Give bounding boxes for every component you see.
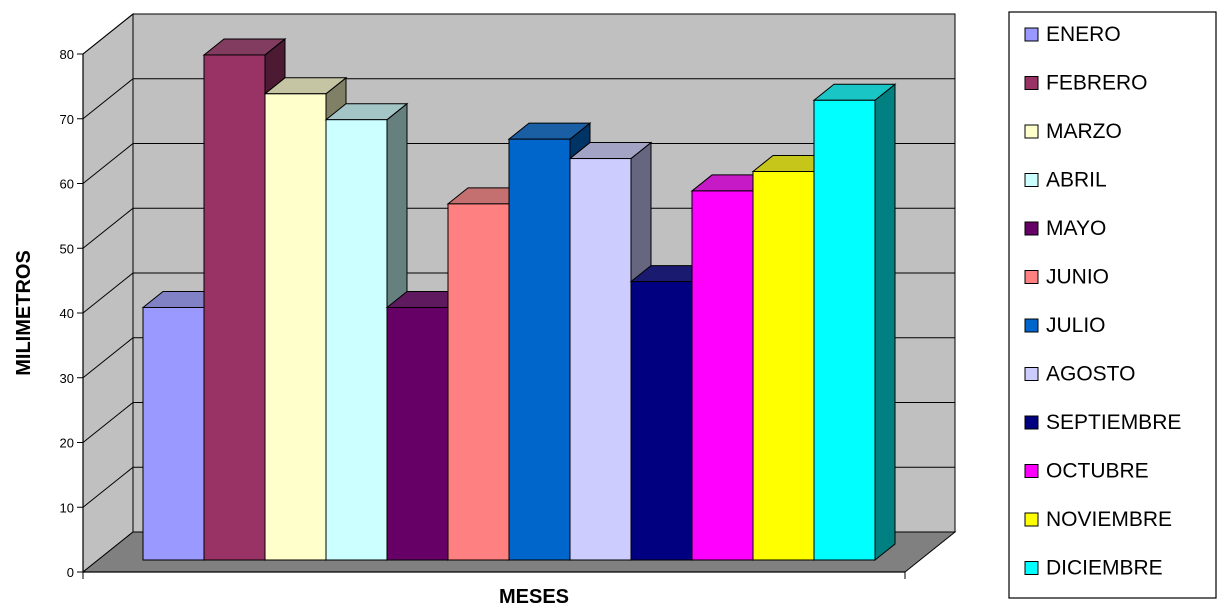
legend-swatch <box>1024 561 1039 575</box>
bar-front <box>142 306 205 561</box>
y-tick-label: 20 <box>60 436 74 451</box>
bar-front <box>264 93 327 561</box>
y-tick-label: 30 <box>60 371 74 386</box>
legend-item: ABRIL <box>1024 169 1107 192</box>
bar-front <box>813 99 876 561</box>
bar-front <box>203 54 266 561</box>
bar-front <box>569 158 632 561</box>
bar-front <box>447 203 510 561</box>
legend-item: DICIEMBRE <box>1024 557 1163 580</box>
gridline-side <box>82 207 134 249</box>
legend-swatch <box>1024 173 1039 187</box>
bar-front <box>325 119 388 561</box>
legend-swatch <box>1024 464 1039 478</box>
bar-front <box>630 281 693 561</box>
y-tick-label: 60 <box>60 177 74 192</box>
bar-front <box>386 306 449 561</box>
y-tick-label: 80 <box>60 47 74 62</box>
bar-front <box>508 138 571 561</box>
legend-items: ENERO FEBRERO MARZO ABRIL MAYO JUNIO JULIO AGOS… <box>1024 23 1181 580</box>
legend-label: MAYO <box>1046 217 1106 240</box>
legend-swatch <box>1024 221 1039 236</box>
bar-diciembre <box>812 83 897 562</box>
legend-item: MARZO <box>1024 120 1122 143</box>
legend-swatch <box>1024 367 1039 381</box>
y-tick-label: 40 <box>60 306 74 321</box>
bar-side <box>874 83 896 562</box>
legend-label: MARZO <box>1046 120 1122 143</box>
gridline-side <box>82 13 134 55</box>
gridline-side <box>82 466 134 508</box>
bars <box>141 37 897 562</box>
legend-item: MAYO <box>1024 217 1106 240</box>
legend-label: AGOSTO <box>1046 363 1135 386</box>
legend-label: DICIEMBRE <box>1046 557 1163 580</box>
gridline-side <box>82 337 134 379</box>
legend-swatch <box>1024 124 1039 139</box>
legend-label: SEPTIEMBRE <box>1046 411 1181 434</box>
legend: ENERO FEBRERO MARZO ABRIL MAYO JUNIO JULIO AGOS… <box>1008 11 1217 599</box>
legend-label: NOVIEMBRE <box>1046 508 1172 531</box>
bar-front <box>752 171 815 561</box>
legend-frame <box>1008 11 1217 599</box>
legend-label: FEBRERO <box>1046 72 1148 95</box>
y-tick-label: 50 <box>60 241 74 256</box>
legend-item: NOVIEMBRE <box>1024 508 1172 531</box>
y-tick-label: 0 <box>67 565 74 580</box>
legend-swatch <box>1024 270 1039 284</box>
legend-item: FEBRERO <box>1024 72 1148 95</box>
y-axis-title: MILIMETROS <box>13 250 35 376</box>
y-tick-label: 70 <box>60 112 74 127</box>
bar-front <box>691 190 754 561</box>
legend-swatch <box>1024 76 1039 90</box>
legend-swatch <box>1024 318 1039 333</box>
axes <box>77 53 906 579</box>
gridline-side <box>82 143 134 184</box>
legend-swatch <box>1024 27 1039 42</box>
legend-item: AGOSTO <box>1024 363 1135 386</box>
y-tick-labels: 0 10 20 30 40 50 60 70 80 <box>60 47 74 580</box>
legend-item: SEPTIEMBRE <box>1024 411 1181 434</box>
legend-item: JUNIO <box>1024 266 1109 289</box>
gridline-side <box>82 272 134 314</box>
legend-label: JUNIO <box>1046 266 1109 289</box>
legend-label: ABRIL <box>1046 169 1107 192</box>
legend-label: ENERO <box>1046 23 1121 46</box>
legend-item: OCTUBRE <box>1024 460 1149 483</box>
legend-label: JULIO <box>1046 314 1106 337</box>
gridline-side <box>82 402 134 443</box>
legend-item: ENERO <box>1024 23 1121 46</box>
legend-label: OCTUBRE <box>1046 460 1149 483</box>
legend-item: JULIO <box>1024 314 1106 337</box>
y-tick-label: 10 <box>60 500 74 515</box>
x-axis-title: MESES <box>499 586 569 608</box>
legend-swatch <box>1024 512 1039 527</box>
legend-swatch <box>1024 415 1039 430</box>
gridline-side <box>82 78 134 120</box>
